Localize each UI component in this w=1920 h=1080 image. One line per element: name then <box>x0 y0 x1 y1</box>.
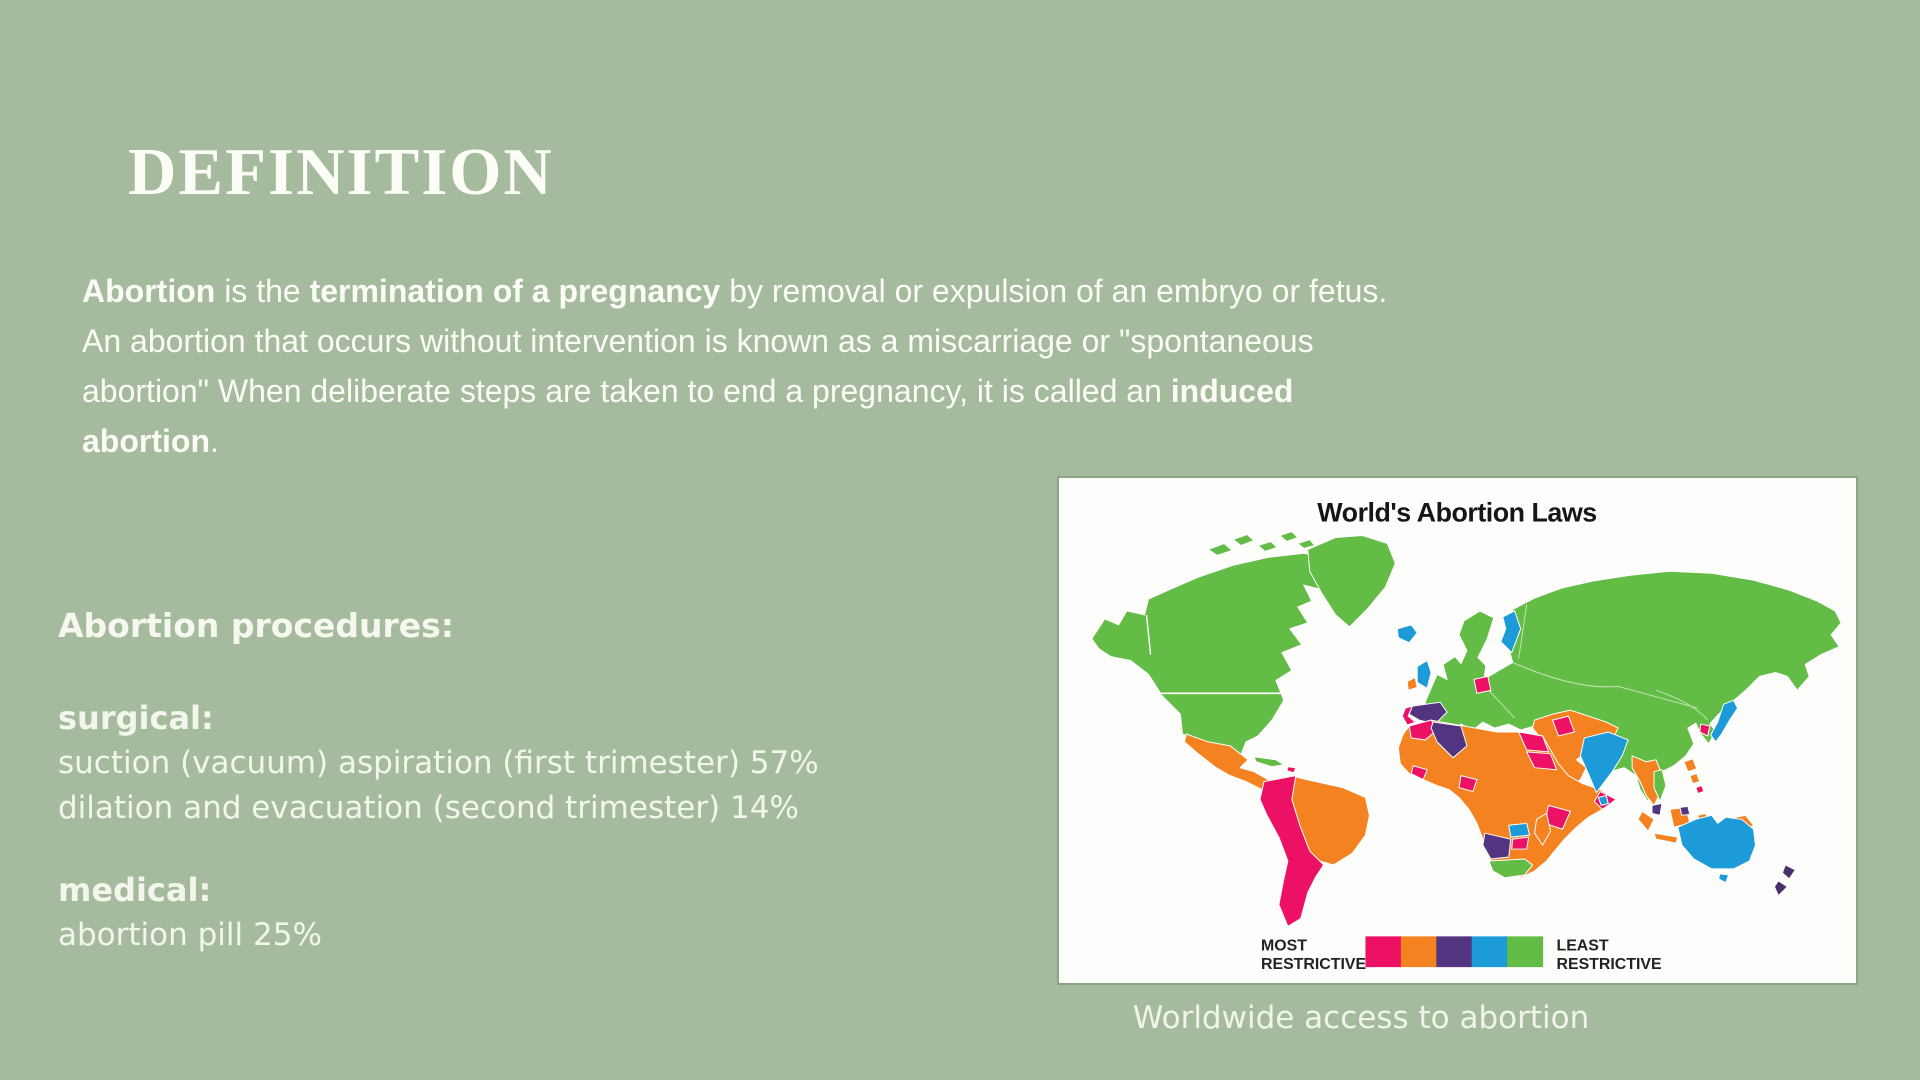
java <box>1653 832 1679 844</box>
text-segment: Abortion <box>82 273 216 309</box>
paragraph-line: An abortion that occurs without interven… <box>82 316 1722 366</box>
legend-left-label-line1: MOST <box>1261 937 1307 954</box>
south-korea <box>1699 723 1711 737</box>
north-america-landmass <box>1091 552 1329 763</box>
ireland <box>1406 676 1418 691</box>
iraq <box>1551 715 1576 737</box>
procedures-heading: Abortion procedures: <box>58 606 454 645</box>
japan <box>1710 699 1739 743</box>
poland <box>1473 675 1492 694</box>
text-segment: abortion" When deliberate steps are take… <box>82 373 1171 409</box>
australia <box>1677 814 1757 870</box>
sumatra <box>1637 810 1655 833</box>
procedure-item: suction (vacuum) aspiration (first trime… <box>58 745 819 781</box>
greenland-landmass <box>1307 535 1396 628</box>
nigeria <box>1458 775 1478 793</box>
legend-swatch <box>1507 936 1544 968</box>
page-title: DEFINITION <box>128 135 554 209</box>
vietnam <box>1653 769 1667 803</box>
map-caption: Worldwide access to abortion <box>1132 1000 1590 1036</box>
map-landmasses <box>1091 531 1842 928</box>
namibia-botswana <box>1482 832 1512 860</box>
south-africa <box>1488 858 1534 879</box>
paragraph-line: Abortion is the termination of a pregnan… <box>82 266 1722 316</box>
paragraph-line: abortion. <box>82 416 1722 466</box>
definition-paragraph: Abortion is the termination of a pregnan… <box>82 266 1722 466</box>
procedure-item: abortion pill 25% <box>58 917 322 953</box>
text-segment: termination of a pregnancy <box>309 273 721 309</box>
morocco <box>1408 719 1438 741</box>
philippines <box>1683 758 1698 773</box>
map-title: World's Abortion Laws <box>1317 498 1596 528</box>
algeria <box>1430 721 1468 759</box>
legend-right-label-line1: LEAST <box>1557 937 1609 954</box>
text-segment: induced <box>1170 373 1294 409</box>
legend-swatch <box>1365 936 1402 968</box>
text-segment: by removal or expulsion of an embryo or … <box>720 273 1388 309</box>
legend-swatch <box>1436 936 1473 968</box>
legend-left-label-line2: RESTRICTIVE <box>1261 956 1366 973</box>
text-segment: An abortion that occurs without interven… <box>82 323 1314 359</box>
india <box>1579 731 1629 794</box>
procedure-section: surgical: suction (vacuum) aspiration (fi… <box>58 696 819 831</box>
procedure-section-label: surgical: <box>58 699 214 737</box>
uk <box>1416 659 1432 690</box>
text-segment: is the <box>215 273 310 309</box>
legend-swatches <box>1365 936 1544 968</box>
paragraph-line: abortion" When deliberate steps are take… <box>82 366 1722 416</box>
zimbabwe <box>1511 836 1530 850</box>
iceland <box>1396 624 1418 644</box>
legend-right-label-line2: RESTRICTIVE <box>1557 956 1662 973</box>
world-abortion-laws-map-panel: World's Abortion Laws <box>1057 476 1858 985</box>
egypt <box>1517 731 1550 753</box>
portugal <box>1401 705 1417 726</box>
map-legend: MOST RESTRICTIVE LEAST RESTRICTIVE <box>1261 936 1662 973</box>
text-segment: . <box>209 423 219 459</box>
sudan <box>1525 751 1558 771</box>
new-zealand <box>1781 864 1797 880</box>
finland <box>1500 610 1522 654</box>
procedure-section: medical: abortion pill 25% <box>58 868 322 958</box>
malaysia <box>1651 802 1663 816</box>
madagascar <box>1534 812 1552 847</box>
world-map: World's Abortion Laws <box>1091 498 1842 973</box>
legend-swatch <box>1471 936 1508 968</box>
legend-swatch <box>1400 936 1437 968</box>
procedure-section-label: medical: <box>58 871 212 909</box>
text-segment: abortion <box>82 423 210 459</box>
procedure-item: dilation and evacuation (second trimeste… <box>58 790 799 826</box>
zambia <box>1508 822 1531 838</box>
